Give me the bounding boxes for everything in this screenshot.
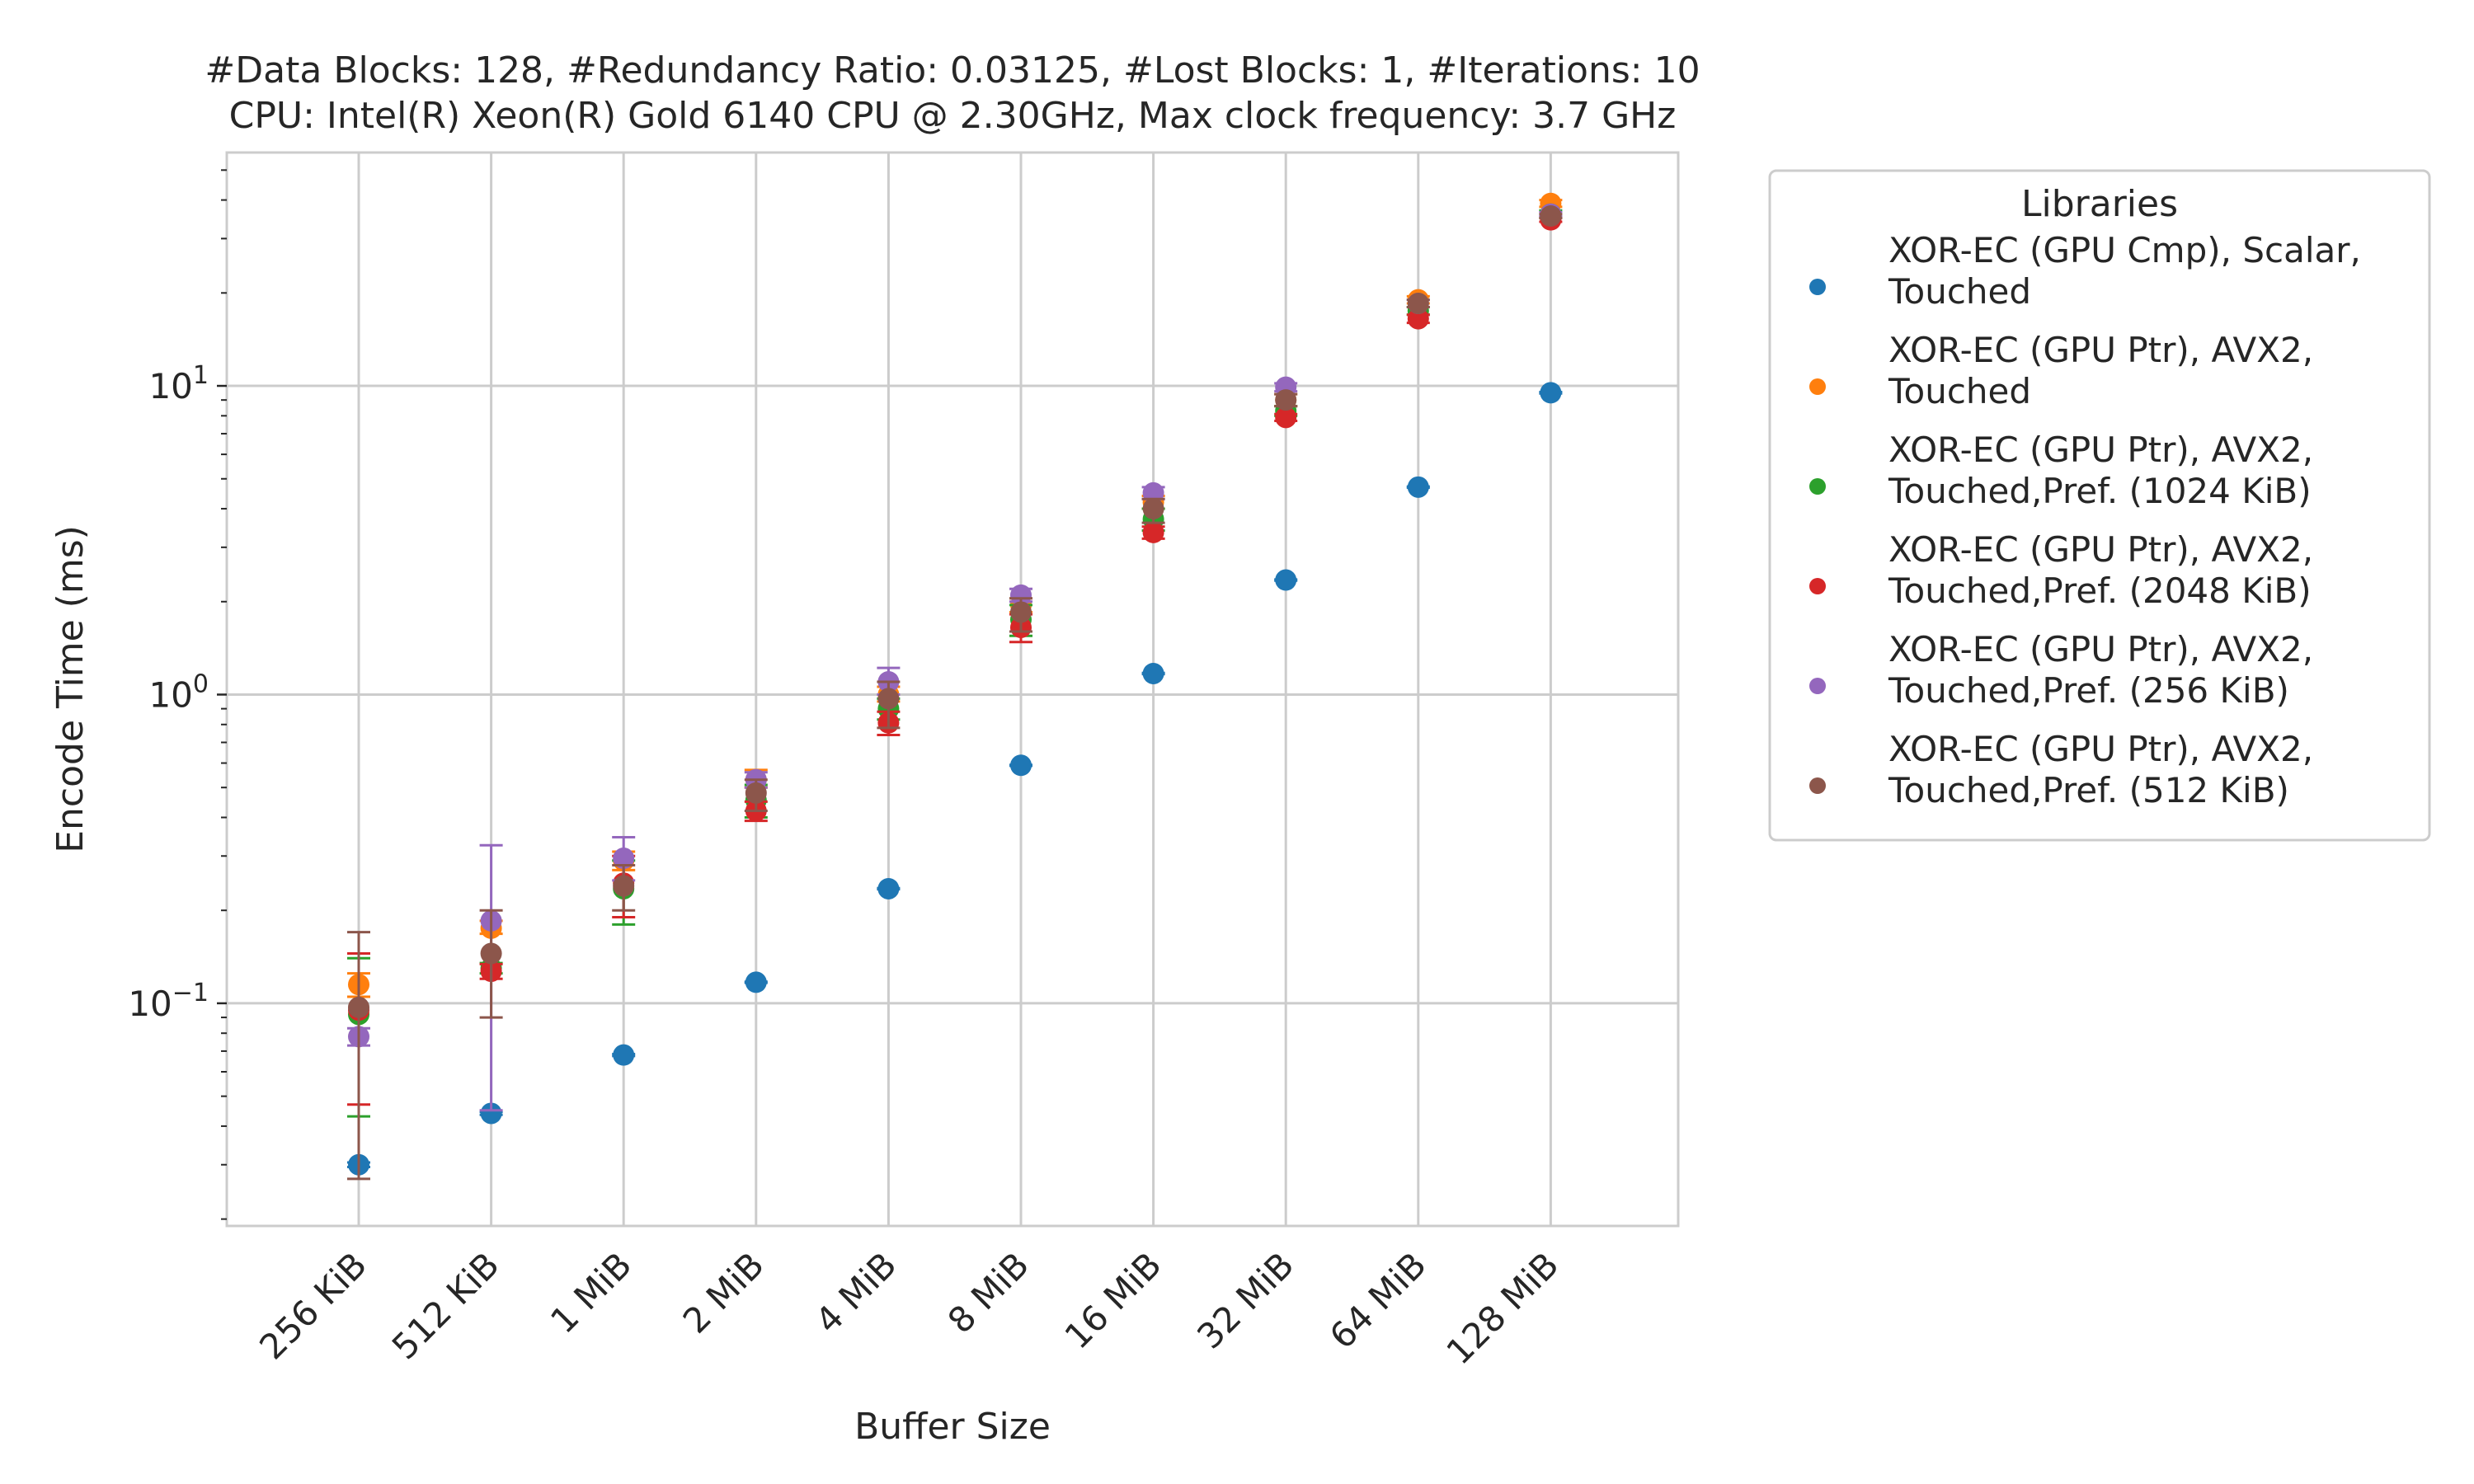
data-point xyxy=(1010,754,1032,777)
chart-title-line-2: CPU: Intel(R) Xeon(R) Gold 6140 CPU @ 2.… xyxy=(229,95,1677,137)
data-point xyxy=(1407,292,1429,314)
data-point xyxy=(613,1044,635,1066)
data-layer xyxy=(347,192,1563,1181)
data-point xyxy=(1142,662,1164,684)
data-point xyxy=(1407,308,1429,330)
chart-title-line-1: #Data Blocks: 128, #Redundancy Ratio: 0.… xyxy=(205,49,1700,92)
y-tick-label: 10−1 xyxy=(128,979,209,1024)
legend: Libraries XOR-EC (GPU Cmp), Scalar, Touch… xyxy=(1768,169,2431,842)
data-point xyxy=(1142,521,1164,543)
data-point xyxy=(1540,205,1562,228)
data-point xyxy=(877,877,900,899)
legend-label: XOR-EC (GPU Ptr), AVX2, Touched,Pref. (51… xyxy=(1888,729,2313,810)
grid xyxy=(227,153,1678,1226)
data-point xyxy=(1407,476,1429,498)
legend-items: XOR-EC (GPU Cmp), Scalar, Touched XOR-EC (… xyxy=(1809,230,2361,810)
series-6 xyxy=(347,205,1563,1181)
data-point xyxy=(348,996,369,1018)
data-point xyxy=(1010,601,1032,623)
legend-label: XOR-EC (GPU Ptr), AVX2, Touched xyxy=(1888,330,2313,411)
y-axis-label: Encode Time (ms) xyxy=(49,525,92,853)
legend-label: XOR-EC (GPU Cmp), Scalar, Touched xyxy=(1888,230,2361,312)
legend-label: XOR-EC (GPU Ptr), AVX2, Touched,Pref. (25… xyxy=(1888,629,2313,711)
y-tick-label: 100 xyxy=(148,669,209,715)
data-point xyxy=(480,1102,502,1125)
legend-marker xyxy=(1809,678,1826,694)
x-axis-label: Buffer Size xyxy=(854,1406,1051,1448)
data-point xyxy=(613,875,635,897)
y-tick-label: 101 xyxy=(148,361,209,406)
legend-marker xyxy=(1809,578,1826,594)
data-point xyxy=(1275,389,1297,411)
data-point xyxy=(745,782,767,804)
legend-marker xyxy=(1809,777,1826,794)
data-point xyxy=(1540,382,1562,404)
legend-label: XOR-EC (GPU Ptr), AVX2, Touched,Pref. (20… xyxy=(1888,529,2313,611)
data-point xyxy=(1142,498,1164,520)
legend-marker xyxy=(1809,478,1826,495)
legend-marker xyxy=(1809,378,1826,395)
data-point xyxy=(1275,406,1297,429)
data-point xyxy=(480,942,502,965)
data-point xyxy=(745,971,767,993)
data-point xyxy=(1275,569,1297,591)
legend-marker xyxy=(1809,279,1826,295)
legend-label: XOR-EC (GPU Ptr), AVX2, Touched,Pref. (10… xyxy=(1888,430,2313,511)
legend-box xyxy=(1768,169,2431,842)
data-point xyxy=(877,688,900,710)
legend-title: Libraries xyxy=(2021,183,2178,225)
series-1 xyxy=(347,382,1563,1176)
data-point xyxy=(1010,584,1032,606)
data-point xyxy=(613,848,635,870)
